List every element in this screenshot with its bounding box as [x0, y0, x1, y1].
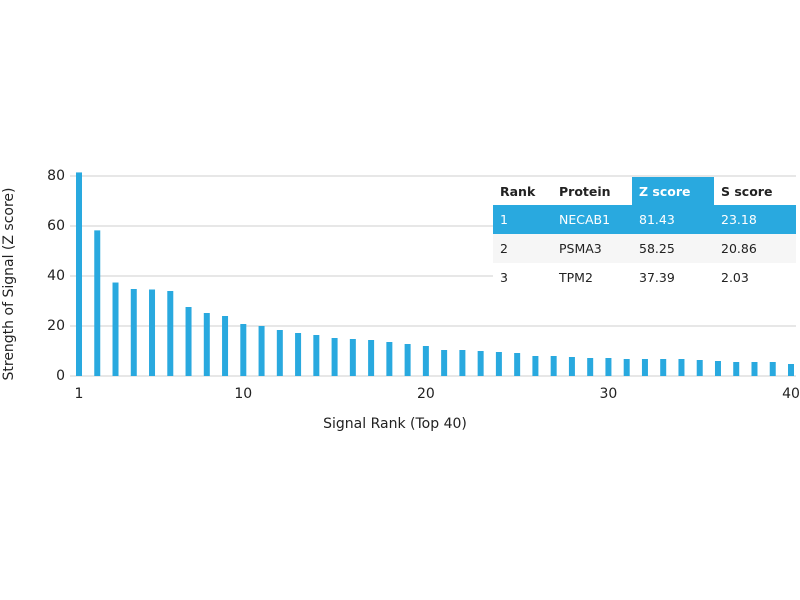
- bar: [240, 324, 247, 376]
- table-cell: 37.39: [639, 270, 675, 285]
- bar: [441, 350, 448, 376]
- bar: [112, 282, 119, 376]
- y-tick-label: 40: [47, 268, 65, 284]
- table-cell: 20.86: [714, 234, 796, 263]
- bar: [532, 356, 539, 376]
- bar: [769, 362, 776, 376]
- table-cell: 58.25: [632, 234, 714, 263]
- bar: [349, 339, 356, 376]
- bar: [550, 356, 557, 376]
- bar: [459, 350, 466, 376]
- table-cell: TPM2: [559, 270, 593, 285]
- bar: [295, 333, 302, 376]
- bar: [130, 289, 137, 376]
- x-tick-label: 30: [600, 386, 618, 402]
- bar: [331, 338, 338, 376]
- x-tick-label: 40: [782, 386, 800, 402]
- bar: [660, 359, 667, 376]
- bar: [696, 360, 703, 376]
- table-cell: 1: [493, 205, 552, 234]
- column-header: Protein: [559, 183, 611, 199]
- bar: [94, 230, 101, 376]
- table-row: 3 TPM2 37.39 2.03: [493, 263, 796, 292]
- bar: [167, 291, 174, 376]
- column-header: S score: [721, 183, 773, 199]
- bar: [678, 359, 685, 376]
- y-tick-label: 60: [47, 218, 65, 234]
- bar: [733, 362, 740, 376]
- bar: [258, 326, 265, 376]
- y-tick-label: 20: [47, 318, 65, 334]
- y-axis-label: Strength of Signal (Z score): [1, 188, 17, 381]
- bar: [514, 353, 521, 376]
- y-tick-label: 80: [47, 168, 65, 184]
- bar: [587, 358, 594, 376]
- table-cell: 2: [493, 234, 552, 263]
- bar: [641, 359, 648, 376]
- bar: [203, 313, 210, 376]
- column-header: Z score: [632, 177, 714, 205]
- bar: [751, 362, 758, 376]
- bar: [404, 344, 411, 376]
- table-cell: 81.43: [632, 205, 714, 234]
- table-cell: 2.03: [721, 270, 749, 285]
- bar: [477, 351, 484, 376]
- table-row: 2 PSMA3 58.25 20.86: [493, 234, 796, 263]
- bar: [276, 330, 283, 376]
- bar: [313, 335, 320, 376]
- header-row: Rank Protein Z score S score: [493, 177, 796, 205]
- bar: [76, 172, 82, 376]
- bar: [149, 289, 156, 376]
- bar: [185, 307, 192, 376]
- table-cell: PSMA3: [552, 234, 632, 263]
- bar: [368, 340, 375, 376]
- bar: [422, 346, 429, 376]
- x-axis-label: Signal Rank (Top 40): [323, 416, 467, 432]
- x-tick-label: 20: [417, 386, 435, 402]
- bar: [788, 364, 794, 376]
- table-cell: 23.18: [714, 205, 796, 234]
- bar: [714, 361, 721, 376]
- bar: [605, 358, 612, 376]
- score-table: Rank Protein Z score S score 1 NECAB1 81.4…: [493, 177, 796, 292]
- table-row: 1 NECAB1 81.43 23.18: [493, 205, 796, 234]
- bar: [495, 352, 502, 376]
- column-header: Rank: [500, 183, 536, 199]
- y-tick-label: 0: [56, 368, 65, 384]
- bar: [386, 342, 393, 376]
- bar: [623, 359, 630, 376]
- table-cell: NECAB1: [552, 205, 632, 234]
- x-tick-label: 1: [75, 386, 84, 402]
- bar: [568, 357, 575, 376]
- x-tick-label: 10: [234, 386, 252, 402]
- table-cell: 3: [500, 270, 508, 285]
- bar: [222, 316, 229, 376]
